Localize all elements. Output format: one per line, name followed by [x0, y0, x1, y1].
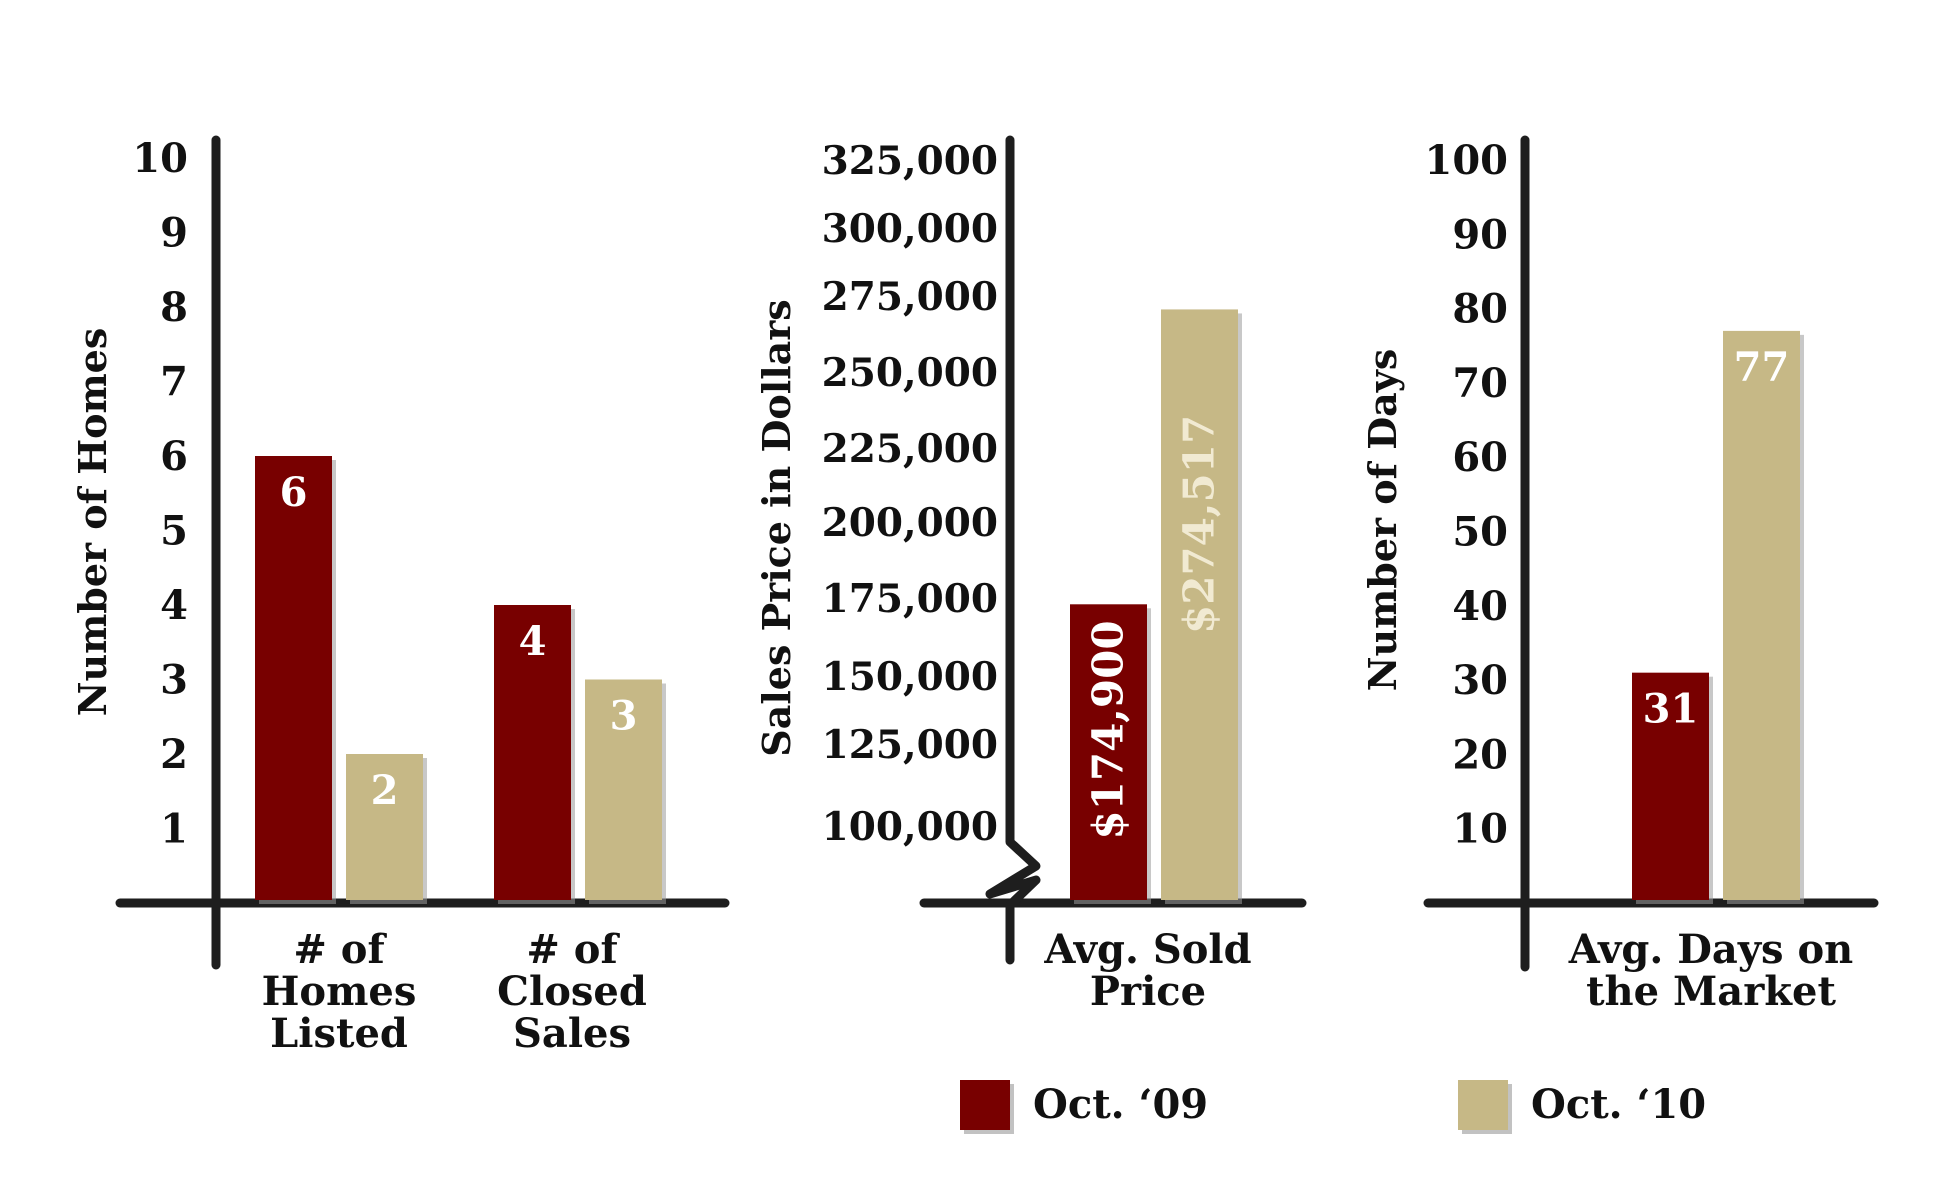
- y-tick-label: 325,000: [822, 138, 998, 184]
- bar: [346, 754, 423, 900]
- y-tick-label: 10: [132, 135, 188, 182]
- y-tick-label: 9: [160, 210, 188, 257]
- y-tick-label: 60: [1452, 434, 1508, 481]
- y-tick-label: 3: [160, 657, 188, 704]
- chart-2: 100,000 125,000 150,000 175,000 200,000 225,0…: [754, 135, 1307, 1015]
- bar-value-label: $174,900: [1084, 620, 1133, 839]
- y-axis-title: Number of Days: [1360, 349, 1405, 692]
- legend-swatch: [960, 1080, 1010, 1130]
- bar-value-label: $274,517: [1175, 415, 1224, 634]
- y-tick-label: 70: [1452, 360, 1508, 407]
- bar-value-label: 77: [1734, 344, 1790, 391]
- y-tick-label: 2: [160, 731, 188, 778]
- y-tick-label: 125,000: [822, 722, 998, 768]
- y-tick-label: 5: [160, 508, 188, 555]
- y-tick-label: 100,000: [822, 804, 998, 850]
- y-tick-label: 50: [1452, 509, 1508, 556]
- y-tick-label: 20: [1452, 731, 1508, 778]
- y-tick-label: 200,000: [822, 500, 998, 546]
- category-label: # of Closed Sales: [497, 926, 647, 1057]
- bar-value-label: 2: [371, 767, 399, 814]
- legend-label: Oct. ‘09: [1033, 1081, 1208, 1128]
- y-tick-label: 150,000: [822, 654, 998, 700]
- y-tick-label: 4: [160, 582, 188, 629]
- legend-item: Oct. ‘09: [960, 1080, 1208, 1134]
- y-tick-label: 30: [1452, 657, 1508, 704]
- y-tick-label: 8: [160, 284, 188, 331]
- bar: [585, 679, 662, 900]
- y-tick-label: 100: [1425, 137, 1509, 184]
- y-tick-label: 40: [1452, 583, 1508, 630]
- y-tick-label: 250,000: [822, 350, 998, 396]
- y-tick-label: 1: [160, 806, 188, 853]
- bar: [1070, 604, 1147, 900]
- y-tick-label: 175,000: [822, 576, 998, 622]
- y-tick-label: 6: [160, 433, 188, 480]
- y-axis-break: [985, 135, 1041, 965]
- y-tick-label: 90: [1452, 211, 1508, 258]
- y-axis-title: Sales Price in Dollars: [754, 299, 799, 756]
- y-tick-label: 225,000: [822, 426, 998, 472]
- category-label: # of Homes Listed: [262, 926, 417, 1057]
- bar-value-label: 4: [519, 618, 547, 665]
- y-tick-label: 80: [1452, 286, 1508, 333]
- y-tick-label: 7: [160, 359, 188, 406]
- legend-swatch: [1458, 1080, 1508, 1130]
- bar: [1161, 309, 1238, 900]
- y-tick-label: 10: [1452, 806, 1508, 853]
- y-tick-label: 300,000: [822, 206, 998, 252]
- y-axis-title: Number of Homes: [70, 328, 115, 717]
- bar: [255, 456, 332, 900]
- bar: [1723, 330, 1800, 900]
- bar: [494, 605, 571, 900]
- bar-value-label: 31: [1643, 686, 1699, 733]
- category-label: Avg. Sold Price: [1043, 926, 1251, 1015]
- legend-item: Oct. ‘10: [1458, 1080, 1706, 1134]
- bar: [1632, 672, 1709, 900]
- category-label: Avg. Days on the Market: [1568, 926, 1854, 1015]
- chart-3: 10 20 30 40 50 60 70 80 90 100 Number of Days 31 77 A…: [1360, 135, 1879, 1015]
- legend: Oct. ‘09 Oct. ‘10: [960, 1080, 1706, 1134]
- bar-value-label: 6: [280, 469, 308, 516]
- y-tick-label: 275,000: [822, 274, 998, 320]
- legend-label: Oct. ‘10: [1531, 1081, 1706, 1128]
- bar-value-label: 3: [610, 693, 638, 740]
- chart-1: 1 2 3 4 5 6 7 8 9 10 Number of Homes 6 2 # of Homes Lis…: [70, 135, 730, 1057]
